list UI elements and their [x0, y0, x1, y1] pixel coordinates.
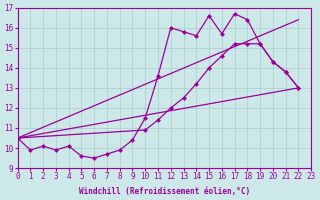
X-axis label: Windchill (Refroidissement éolien,°C): Windchill (Refroidissement éolien,°C) [79, 187, 250, 196]
